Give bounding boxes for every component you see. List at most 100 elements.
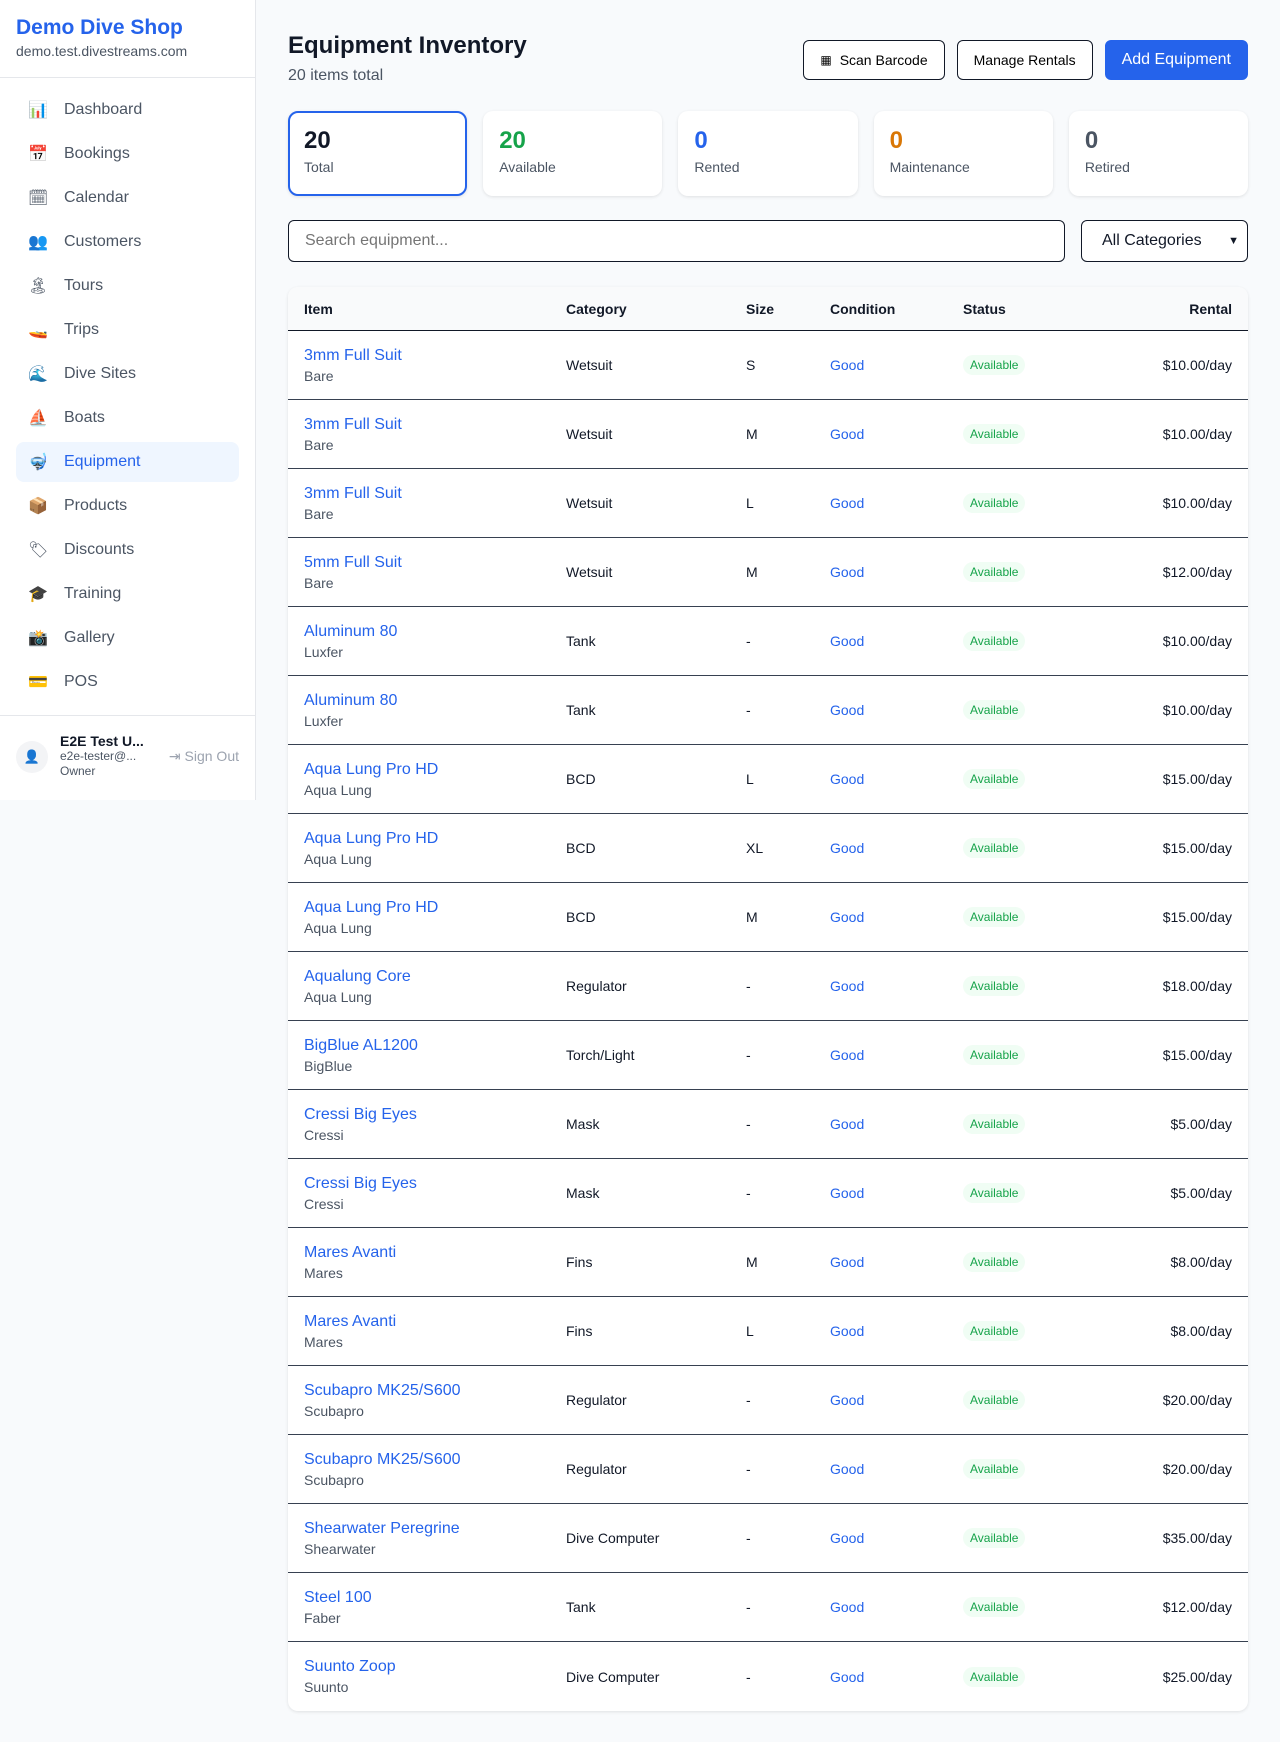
item-condition: Good — [830, 840, 865, 856]
sidebar-item-label: POS — [64, 673, 98, 690]
sidebar: Demo Dive Shop demo.test.divestreams.com… — [0, 0, 256, 800]
item-brand: Aqua Lung — [304, 850, 372, 867]
dive-sites-icon: 🌊 — [28, 366, 48, 383]
sidebar-item-pos[interactable]: 💳 POS — [16, 662, 239, 702]
page-subtitle: 20 items total — [288, 67, 384, 84]
item-name-link[interactable]: Scubapro MK25/S600 — [304, 1381, 461, 1399]
sidebar-item-tours[interactable]: 🏝 Tours — [16, 266, 239, 306]
brand: Demo Dive Shop demo.test.divestreams.com — [0, 0, 255, 78]
sidebar-item-discounts[interactable]: 🏷 Discounts — [16, 530, 239, 570]
sign-out-icon: ⇥ — [168, 748, 185, 764]
item-rental-price: $8.00/day — [1170, 1323, 1233, 1339]
stat-card-available[interactable]: 20 Available — [483, 111, 663, 196]
item-name-link[interactable]: Mares Avanti — [304, 1243, 397, 1261]
sidebar-item-gallery[interactable]: 📸 Gallery — [16, 618, 239, 658]
item-name-link[interactable]: Cressi Big Eyes — [304, 1174, 417, 1192]
manage-rentals-button[interactable]: Manage Rentals — [956, 40, 1093, 80]
sidebar-item-products[interactable]: 📦 Products — [16, 486, 239, 526]
sidebar-item-label: Dive Sites — [64, 365, 137, 382]
item-category: Torch/Light — [566, 1047, 635, 1063]
trips-icon: 🚤 — [28, 322, 48, 339]
item-name-link[interactable]: Aqua Lung Pro HD — [304, 898, 439, 916]
sidebar-item-dive-sites[interactable]: 🌊 Dive Sites — [16, 354, 239, 394]
item-brand: Suunto — [304, 1679, 349, 1695]
item-name-link[interactable]: Steel 100 — [304, 1588, 372, 1606]
item-name-link[interactable]: Aqualung Core — [304, 967, 411, 985]
shop-name[interactable]: Demo Dive Shop — [16, 16, 183, 39]
scan-barcode-button[interactable]: ▦ Scan Barcode — [803, 40, 945, 80]
stat-card-rented[interactable]: 0 Rented — [678, 111, 858, 196]
item-name-link[interactable]: Aqua Lung Pro HD — [304, 829, 439, 847]
item-rental-price: $15.00/day — [1162, 840, 1232, 856]
user-panel: 👤 E2E Test U... e2e-tester@... Owner ⇥ S… — [0, 715, 255, 797]
sidebar-item-equipment[interactable]: 🤿 Equipment — [16, 442, 239, 482]
sidebar-item-boats[interactable]: ⛵ Boats — [16, 398, 239, 438]
item-name-link[interactable]: 3mm Full Suit — [304, 484, 402, 502]
add-equipment-button[interactable]: Add Equipment — [1104, 40, 1248, 80]
item-size: - — [746, 702, 751, 718]
user-role: Owner — [60, 764, 96, 778]
column-header-category: Category — [566, 300, 627, 317]
item-condition: Good — [830, 564, 865, 580]
item-rental-price: $10.00/day — [1162, 426, 1232, 442]
category-select[interactable]: All Categories ▼ — [1081, 220, 1248, 262]
item-category: Dive Computer — [566, 1668, 660, 1685]
item-size: L — [746, 1323, 754, 1339]
sidebar-item-dashboard[interactable]: 📊 Dashboard — [16, 90, 239, 130]
item-condition: Good — [830, 978, 865, 994]
status-badge: Available — [963, 769, 1026, 789]
item-name-link[interactable]: Aluminum 80 — [304, 622, 398, 640]
sidebar-item-calendar[interactable]: 🗓 Calendar — [16, 178, 239, 218]
item-category: Wetsuit — [566, 564, 613, 580]
item-name-link[interactable]: Aqua Lung Pro HD — [304, 760, 439, 778]
item-name-link[interactable]: Mares Avanti — [304, 1312, 397, 1330]
item-name-link[interactable]: Cressi Big Eyes — [304, 1105, 417, 1123]
item-category: Mask — [566, 1185, 600, 1201]
item-name-link[interactable]: 3mm Full Suit — [304, 346, 402, 364]
item-size: - — [746, 633, 751, 649]
item-rental-price: $15.00/day — [1162, 909, 1232, 925]
item-brand: Bare — [304, 574, 334, 591]
table-row: Suunto Zoop Suunto Dive Computer - Good A… — [288, 1642, 1248, 1711]
item-category: Tank — [566, 702, 596, 718]
status-badge: Available — [963, 1666, 1026, 1687]
item-name-link[interactable]: BigBlue AL1200 — [304, 1036, 418, 1054]
item-brand: Aqua Lung — [304, 781, 372, 798]
status-badge: Available — [963, 1252, 1026, 1272]
item-name-link[interactable]: Scubapro MK25/S600 — [304, 1450, 461, 1468]
item-brand: Mares — [304, 1264, 343, 1281]
sidebar-item-label: Gallery — [64, 629, 115, 646]
status-badge: Available — [963, 1321, 1026, 1341]
stat-label: Retired — [1084, 159, 1130, 175]
search-input[interactable] — [288, 220, 1065, 262]
sidebar-item-customers[interactable]: 👥 Customers — [16, 222, 239, 262]
sign-out-button[interactable]: ⇥ Sign Out — [169, 748, 239, 765]
status-badge: Available — [963, 1390, 1026, 1410]
item-name-link[interactable]: 3mm Full Suit — [304, 415, 402, 433]
sidebar-item-trips[interactable]: 🚤 Trips — [16, 310, 239, 350]
item-category: Regulator — [566, 1461, 627, 1477]
item-name-link[interactable]: Shearwater Peregrine — [304, 1519, 460, 1537]
stat-card-maintenance[interactable]: 0 Maintenance — [873, 111, 1053, 196]
item-condition: Good — [830, 495, 865, 511]
stat-label: Available — [499, 159, 556, 175]
item-brand: Scubapro — [304, 1402, 364, 1419]
item-size: - — [746, 1185, 751, 1201]
stat-card-total[interactable]: 20 Total — [288, 111, 468, 196]
item-size: - — [746, 1668, 751, 1685]
sidebar-item-label: Products — [64, 497, 128, 514]
sidebar-item-training[interactable]: 🎓 Training — [16, 574, 239, 614]
stat-card-retired[interactable]: 0 Retired — [1068, 111, 1249, 196]
item-name-link[interactable]: Aluminum 80 — [304, 691, 398, 709]
stat-value: 20 — [499, 127, 526, 154]
item-name-link[interactable]: Suunto Zoop — [304, 1658, 396, 1675]
item-name-link[interactable]: 5mm Full Suit — [304, 553, 402, 571]
item-rental-price: $20.00/day — [1162, 1461, 1232, 1477]
item-category: Tank — [566, 633, 596, 649]
sidebar-item-label: Dashboard — [64, 101, 143, 118]
sidebar-item-bookings[interactable]: 📅 Bookings — [16, 134, 239, 174]
qr-code-icon: ▦ — [820, 53, 832, 67]
item-condition: Good — [830, 1254, 865, 1270]
bookings-icon: 📅 — [28, 146, 48, 163]
table-row: Scubapro MK25/S600 Scubapro Regulator - G… — [288, 1366, 1248, 1435]
